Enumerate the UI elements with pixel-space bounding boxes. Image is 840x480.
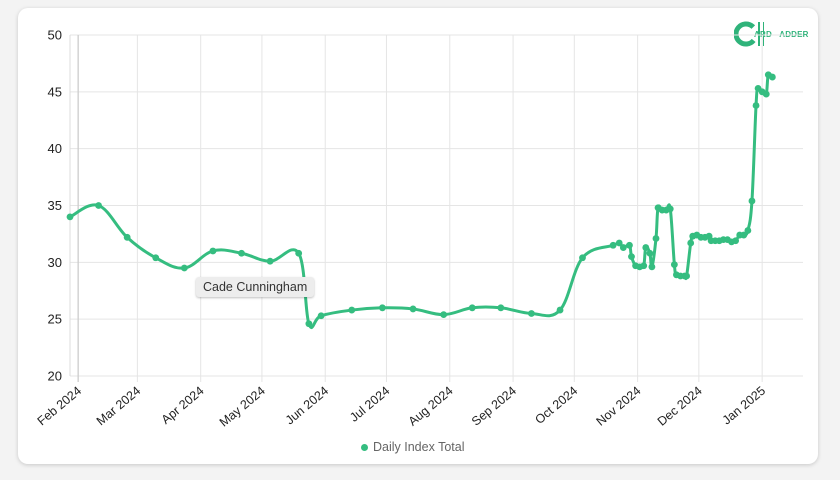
x-tick-label: Jul 2024: [347, 384, 392, 425]
x-tick-label: May 2024: [217, 384, 268, 430]
data-point: [740, 231, 748, 239]
data-point: [619, 244, 627, 251]
data-point: [295, 249, 303, 257]
x-tick-label: Feb 2024: [35, 384, 84, 429]
series-line-daily-index-total: [68, 72, 774, 330]
data-point: [748, 197, 756, 205]
x-tick-label: Dec 2024: [655, 384, 705, 429]
data-point: [670, 261, 678, 269]
y-axis: 20 25 30 35 40 45 50: [48, 28, 62, 384]
data-point: [556, 306, 564, 314]
data-point: [640, 262, 648, 270]
x-tick-label: Oct 2024: [532, 384, 580, 427]
data-point: [152, 254, 160, 262]
y-tick-label: 40: [48, 141, 62, 156]
x-tick-label: Apr 2024: [159, 384, 207, 427]
data-point: [180, 264, 188, 272]
x-tick-label: Sep 2024: [469, 384, 519, 429]
data-point: [409, 305, 417, 313]
data-point: [440, 311, 448, 319]
data-point: [266, 257, 274, 265]
x-tick-label: Nov 2024: [594, 384, 644, 429]
data-point: [628, 253, 635, 261]
x-tick-label: Aug 2024: [406, 384, 456, 429]
x-axis: Feb 2024 Mar 2024 Apr 2024 May 2024 Jun 2024…: [35, 384, 768, 430]
legend[interactable]: Daily Index Total: [361, 440, 465, 454]
data-point: [66, 213, 74, 221]
data-point: [238, 249, 245, 257]
legend-marker: [361, 443, 368, 451]
y-tick-label: 25: [48, 312, 62, 327]
data-point: [768, 73, 776, 81]
data-point: [752, 102, 760, 109]
chart-grid: [69, 34, 803, 382]
y-tick-label: 35: [48, 198, 62, 213]
data-point: [615, 239, 623, 247]
data-point: [95, 202, 102, 209]
y-tick-label: 45: [48, 84, 62, 99]
data-point: [687, 239, 695, 247]
data-point: [468, 304, 476, 312]
data-point: [648, 263, 656, 271]
data-point: [683, 272, 691, 280]
data-point: [666, 205, 674, 213]
chart-card: [18, 8, 818, 464]
data-point: [123, 233, 131, 241]
data-point: [646, 249, 654, 257]
x-tick-label: Jun 2024: [283, 384, 331, 428]
data-point: [497, 304, 505, 312]
legend-label: Daily Index Total: [373, 440, 465, 454]
data-point: [732, 237, 740, 245]
data-point: [348, 306, 356, 314]
x-tick-label: Mar 2024: [94, 384, 143, 429]
data-point: [744, 227, 752, 234]
series-points: [66, 71, 776, 328]
data-point: [305, 320, 313, 328]
data-point: [378, 304, 386, 312]
x-tick-label: Jan 2025: [720, 384, 768, 428]
card-ladder-logo: [734, 21, 764, 47]
data-point: [762, 90, 770, 98]
data-point: [528, 310, 535, 317]
tooltip: Cade Cunningham: [196, 277, 315, 297]
data-point: [209, 247, 217, 255]
data-point: [609, 241, 617, 249]
data-point: [652, 235, 660, 242]
y-tick-label: 20: [48, 369, 62, 384]
data-point: [626, 241, 633, 249]
data-point: [579, 254, 586, 262]
data-point: [317, 312, 325, 320]
data-point: [642, 244, 650, 251]
y-tick-label: 50: [48, 28, 62, 43]
y-tick-label: 30: [48, 255, 62, 270]
